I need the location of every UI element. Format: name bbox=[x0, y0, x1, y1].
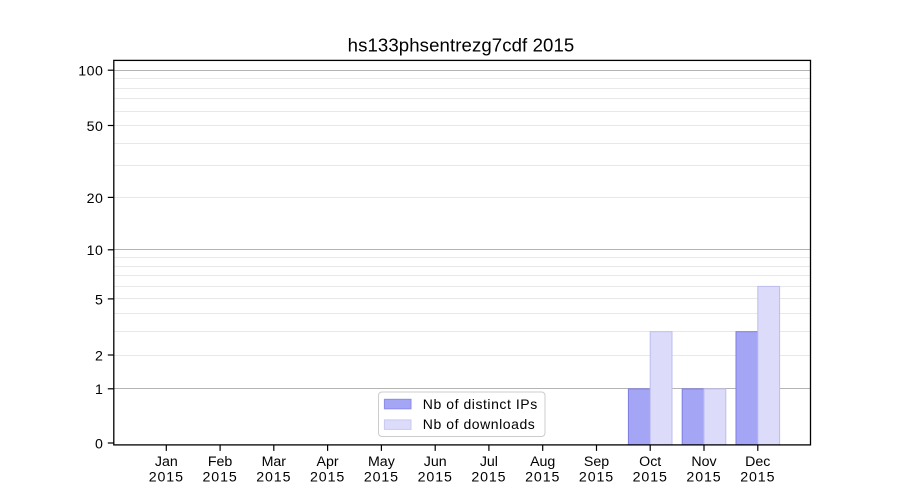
svg-text:Oct: Oct bbox=[639, 454, 661, 470]
svg-text:Mar: Mar bbox=[262, 454, 287, 470]
svg-text:0: 0 bbox=[95, 436, 103, 452]
svg-text:Aug: Aug bbox=[530, 454, 555, 470]
svg-text:5: 5 bbox=[95, 292, 103, 308]
svg-text:1: 1 bbox=[95, 382, 103, 398]
svg-text:2015: 2015 bbox=[203, 469, 238, 485]
svg-text:2015: 2015 bbox=[579, 469, 614, 485]
svg-text:Jan: Jan bbox=[155, 454, 178, 470]
svg-text:2015: 2015 bbox=[310, 469, 345, 485]
svg-text:2015: 2015 bbox=[256, 469, 291, 485]
svg-text:Feb: Feb bbox=[208, 454, 233, 470]
svg-text:10: 10 bbox=[87, 243, 104, 259]
svg-text:2015: 2015 bbox=[418, 469, 453, 485]
svg-text:20: 20 bbox=[87, 191, 104, 207]
svg-text:Jul: Jul bbox=[480, 454, 498, 470]
svg-text:2015: 2015 bbox=[364, 469, 399, 485]
svg-text:Jun: Jun bbox=[424, 454, 447, 470]
svg-text:2015: 2015 bbox=[149, 469, 184, 485]
svg-text:2: 2 bbox=[95, 348, 103, 364]
svg-text:2015: 2015 bbox=[525, 469, 560, 485]
svg-text:Nb of downloads: Nb of downloads bbox=[423, 416, 536, 432]
svg-text:Nov: Nov bbox=[691, 454, 717, 470]
svg-text:100: 100 bbox=[78, 64, 103, 80]
svg-text:Apr: Apr bbox=[317, 454, 339, 470]
svg-text:2015: 2015 bbox=[686, 469, 721, 485]
svg-text:Dec: Dec bbox=[745, 454, 770, 470]
svg-text:hs133phsentrezg7cdf 2015: hs133phsentrezg7cdf 2015 bbox=[348, 35, 575, 56]
svg-text:2015: 2015 bbox=[633, 469, 668, 485]
svg-text:May: May bbox=[368, 454, 396, 470]
svg-text:Sep: Sep bbox=[584, 454, 609, 470]
svg-text:50: 50 bbox=[87, 119, 104, 135]
svg-text:2015: 2015 bbox=[740, 469, 775, 485]
svg-text:2015: 2015 bbox=[471, 469, 506, 485]
svg-text:Nb of distinct IPs: Nb of distinct IPs bbox=[423, 396, 538, 412]
